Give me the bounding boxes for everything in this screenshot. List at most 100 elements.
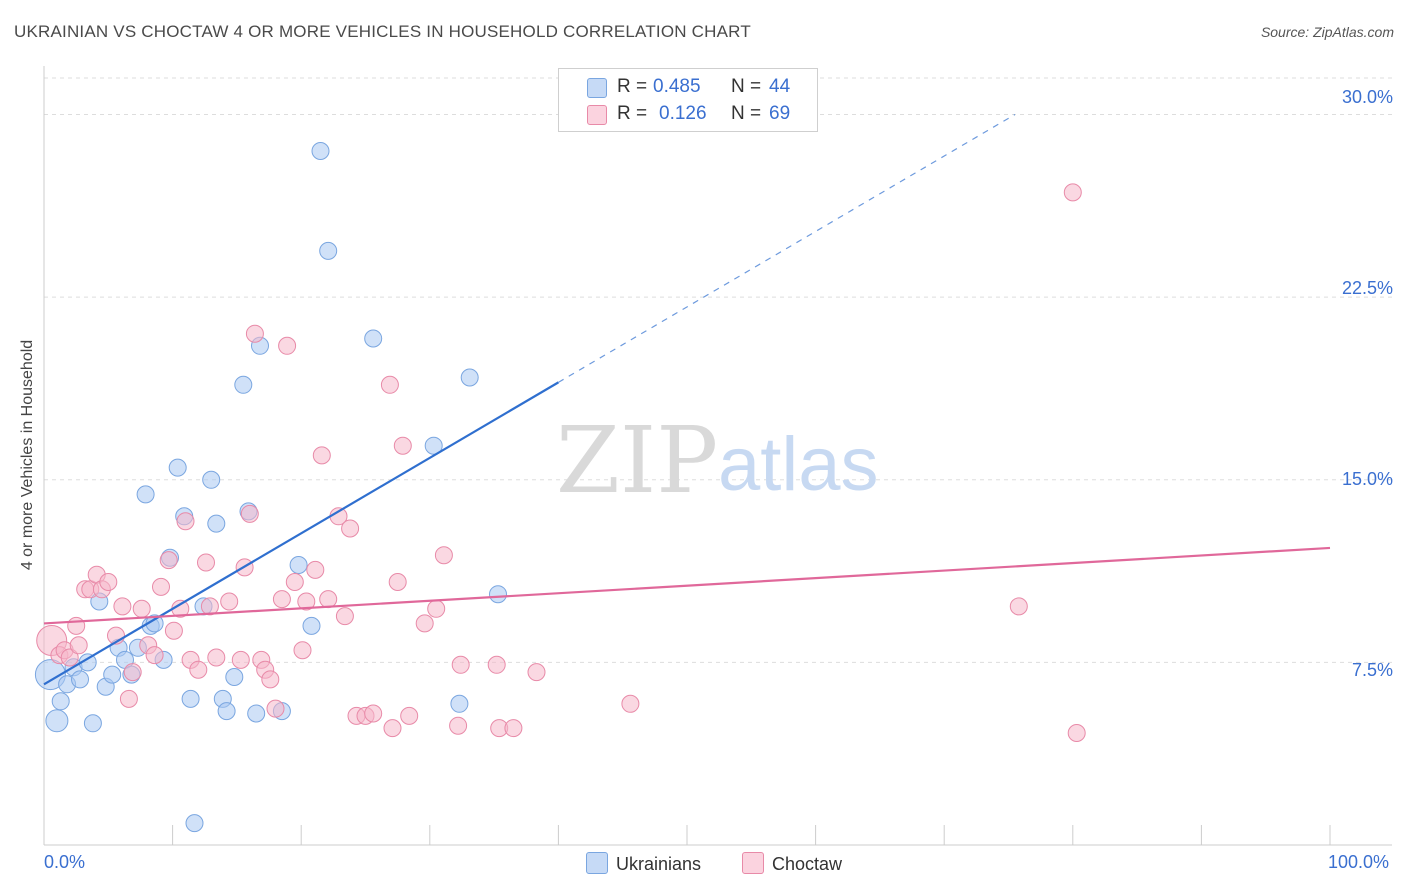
point-choctaw xyxy=(145,646,164,665)
point-choctaw xyxy=(285,573,304,591)
point-choctaw xyxy=(383,719,402,738)
point-choctaw xyxy=(240,504,259,523)
legend-n-label: N = xyxy=(731,76,762,97)
point-choctaw xyxy=(231,650,250,669)
point-ukrainians xyxy=(217,702,236,721)
point-ukrainians xyxy=(51,692,70,711)
point-ukrainians xyxy=(181,689,200,708)
point-choctaw xyxy=(434,546,453,565)
point-ukrainians xyxy=(168,458,187,477)
point-choctaw xyxy=(1063,183,1082,202)
trend-line-choctaw xyxy=(43,546,1331,625)
point-choctaw xyxy=(189,660,208,679)
y-tick-label-30: 30.0% xyxy=(1341,87,1393,107)
point-choctaw xyxy=(261,670,280,689)
point-choctaw xyxy=(245,324,264,343)
point-choctaw xyxy=(99,573,118,591)
point-ukrainians xyxy=(185,814,204,833)
point-choctaw xyxy=(341,519,360,538)
trend-lines xyxy=(43,114,1331,686)
point-choctaw xyxy=(312,446,331,465)
point-ukrainians xyxy=(460,368,479,387)
point-choctaw xyxy=(306,560,325,579)
legend-swatch-ukrainians xyxy=(587,78,607,98)
point-choctaw xyxy=(380,375,399,394)
point-choctaw xyxy=(272,590,291,609)
legend-r-label: R = xyxy=(617,76,648,97)
point-ukrainians xyxy=(364,329,383,348)
legend-n-value: 44 xyxy=(769,76,791,97)
point-choctaw xyxy=(67,616,86,635)
point-choctaw xyxy=(527,663,546,682)
point-choctaw xyxy=(293,641,312,660)
bottom-legend-label-ukrainians: Ukrainians xyxy=(616,854,702,874)
bottom-legend-swatch-ukrainians xyxy=(586,852,608,874)
watermark: ZIP atlas xyxy=(556,407,879,514)
point-choctaw xyxy=(451,655,470,674)
point-ukrainians xyxy=(136,485,155,504)
point-ukrainians xyxy=(450,694,469,713)
point-ukrainians xyxy=(311,142,330,160)
point-choctaw xyxy=(449,716,468,735)
source-label: Source: ZipAtlas.com xyxy=(1260,24,1394,40)
point-choctaw xyxy=(278,336,297,355)
bottom-legend-ukrainians: Ukrainians xyxy=(586,852,701,875)
y-tick-label-7-5: 7.5% xyxy=(1351,660,1393,680)
legend-n-value: 69 xyxy=(769,103,791,124)
point-choctaw xyxy=(152,577,170,596)
point-choctaw xyxy=(393,436,412,455)
bottom-legend-swatch-choctaw xyxy=(742,852,764,874)
point-choctaw xyxy=(176,512,195,531)
point-choctaw xyxy=(415,614,434,633)
correlation-legend: R = 0.485 N = 44 R = 0.126 N = 69 xyxy=(558,68,818,132)
point-choctaw xyxy=(504,719,523,738)
point-choctaw xyxy=(400,706,419,725)
point-choctaw xyxy=(266,699,285,718)
point-choctaw xyxy=(388,573,407,591)
watermark-zip: ZIP xyxy=(556,407,718,514)
point-choctaw xyxy=(1067,724,1086,742)
trend-line-ukrainians xyxy=(43,381,559,686)
bottom-legend-label-choctaw: Choctaw xyxy=(772,854,843,874)
point-ukrainians xyxy=(302,616,321,635)
point-choctaw xyxy=(200,597,219,616)
point-ukrainians xyxy=(319,241,338,260)
point-choctaw xyxy=(113,597,132,616)
point-ukrainians xyxy=(225,668,244,686)
data-points xyxy=(34,142,1086,833)
point-choctaw xyxy=(297,592,316,611)
point-ukrainians xyxy=(247,704,266,723)
point-ukrainians xyxy=(489,585,507,604)
y-tick-label-22-5: 22.5% xyxy=(1341,278,1393,298)
point-choctaw xyxy=(1009,597,1028,616)
point-choctaw xyxy=(335,607,354,626)
point-choctaw xyxy=(220,592,239,611)
legend-r-value: 0.485 xyxy=(653,76,701,97)
point-choctaw xyxy=(319,590,338,609)
point-choctaw xyxy=(132,599,151,618)
point-choctaw xyxy=(487,655,506,674)
watermark-atlas: atlas xyxy=(718,422,879,507)
chart-title: UKRAINIAN VS CHOCTAW 4 OR MORE VEHICLES … xyxy=(14,22,751,41)
point-ukrainians xyxy=(207,514,226,533)
point-choctaw xyxy=(427,599,446,618)
legend-n-label: N = xyxy=(731,103,762,124)
point-choctaw xyxy=(119,689,138,708)
trend-line-extension-ukrainians xyxy=(558,114,1016,383)
point-ukrainians xyxy=(34,659,66,691)
x-tick-label-min: 0.0% xyxy=(44,852,86,872)
x-tick-label-max: 100.0% xyxy=(1328,852,1390,872)
point-ukrainians xyxy=(289,556,308,574)
point-ukrainians xyxy=(83,714,102,733)
point-choctaw xyxy=(207,648,226,667)
point-ukrainians xyxy=(202,470,221,489)
point-ukrainians xyxy=(424,436,443,455)
bottom-legend-choctaw: Choctaw xyxy=(742,852,842,875)
point-choctaw xyxy=(123,663,142,682)
point-ukrainians xyxy=(71,670,89,689)
point-choctaw xyxy=(364,704,383,723)
point-choctaw xyxy=(69,636,88,655)
legend-swatch-choctaw xyxy=(587,105,607,125)
axes xyxy=(43,66,1392,846)
